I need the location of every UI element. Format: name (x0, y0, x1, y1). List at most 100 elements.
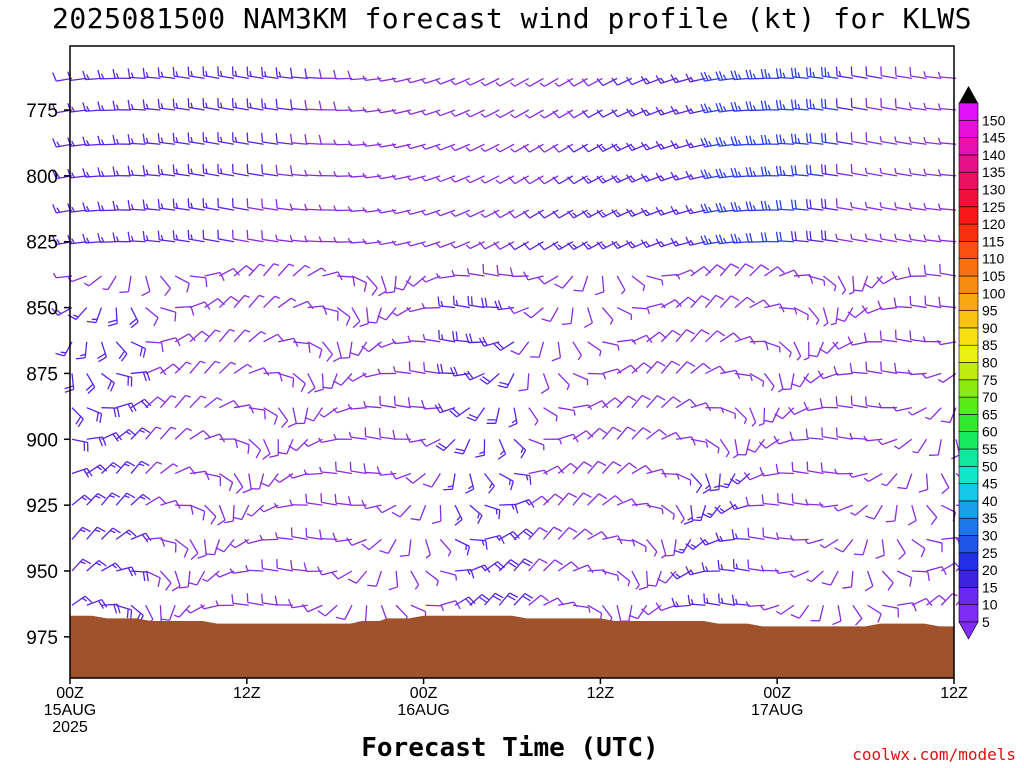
colorbar-label: 75 (982, 372, 998, 388)
colorbar-swatch (958, 517, 979, 536)
wind-barb (347, 570, 368, 584)
wind-barb (172, 198, 190, 211)
colorbar-label: 120 (982, 216, 1006, 232)
wind-barb (877, 300, 898, 311)
wind-barb (319, 529, 338, 541)
wind-barb (82, 70, 102, 81)
wind-barb (760, 604, 780, 611)
wind-barb (864, 570, 874, 592)
wind-barb (425, 570, 439, 587)
colorbar-bottom-arrow (958, 621, 979, 640)
wind-barb (537, 143, 559, 153)
wind-barb (853, 275, 869, 292)
colorbar-swatch (958, 344, 979, 363)
colorbar-swatch (958, 569, 979, 588)
wind-barb (749, 264, 770, 277)
wind-barb (749, 372, 765, 387)
wind-barb (277, 297, 297, 309)
wind-barb (596, 77, 618, 87)
colorbar-swatch (958, 171, 979, 190)
wind-barb (848, 275, 855, 295)
wind-barb (107, 307, 118, 327)
x-tick-label: 00Z (763, 685, 791, 702)
wind-barb (127, 165, 146, 177)
wind-barb (646, 538, 658, 557)
wind-barb (894, 136, 912, 145)
wind-barb (730, 202, 750, 212)
wind-barb (625, 208, 647, 217)
wind-barb (908, 136, 927, 145)
wind-barb (171, 570, 181, 592)
colorbar-swatch (958, 362, 979, 381)
wind-barb (584, 307, 593, 328)
wind-barb (552, 241, 574, 251)
wind-barb (263, 333, 285, 343)
wind-barb (554, 77, 574, 87)
wind-barb (790, 165, 809, 177)
wind-barb (581, 209, 603, 219)
wind-barb (112, 166, 131, 177)
wind-barb (351, 275, 368, 292)
wind-barb (277, 263, 295, 277)
wind-barb (587, 531, 609, 540)
wind-barb (204, 433, 226, 443)
wind-barb (112, 134, 131, 145)
wind-barb (701, 504, 721, 519)
wind-barb (385, 275, 397, 294)
wind-barb (805, 98, 824, 111)
wind-barb (379, 395, 397, 409)
wind-barb (690, 295, 710, 309)
wind-barb (233, 473, 244, 494)
wind-barb (513, 472, 532, 485)
wind-barb (554, 275, 574, 289)
wind-barb (720, 369, 741, 380)
wind-barb (452, 331, 470, 343)
wind-barb (217, 132, 235, 145)
wind-barb (690, 329, 710, 343)
wind-barb (558, 407, 576, 416)
wind-barb (399, 539, 412, 557)
wind-barb (376, 466, 397, 476)
wind-barb (82, 136, 102, 147)
wind-barb (263, 295, 281, 309)
wind-barb (292, 264, 311, 277)
wind-barb (366, 275, 378, 296)
wind-barb (760, 68, 780, 80)
wind-barb (543, 465, 565, 475)
wind-barb (421, 109, 441, 116)
wind-barb (700, 169, 721, 180)
wind-barb (437, 296, 456, 309)
wind-barb (820, 462, 839, 475)
wind-barb (82, 168, 102, 178)
wind-barb (646, 504, 664, 515)
wind-barb (909, 330, 927, 343)
wind-barb (764, 341, 781, 353)
wind-barb (336, 307, 351, 326)
wind-barb (790, 133, 809, 145)
wind-barb (773, 435, 795, 445)
wind-barb (625, 108, 647, 117)
wind-barb (552, 175, 574, 185)
wind-barb (619, 605, 633, 622)
wind-barb (86, 559, 107, 572)
colorbar-swatch (958, 189, 979, 208)
wind-barb (493, 341, 515, 352)
wind-barb (853, 539, 869, 556)
wind-barb (852, 604, 863, 626)
wind-barb (894, 98, 912, 111)
wind-barb (454, 504, 463, 526)
wind-barb (289, 165, 308, 177)
wind-barb (71, 438, 89, 452)
source-credit[interactable]: coolwx.com/models (852, 745, 1016, 764)
wind-barb (112, 200, 131, 211)
wind-barb (522, 241, 544, 251)
wind-barb (523, 271, 544, 281)
wind-barb (356, 605, 368, 624)
wind-barb (215, 600, 235, 607)
wind-barb (377, 307, 397, 321)
wind-barb (830, 307, 839, 326)
colorbar-label: 55 (982, 441, 998, 457)
wind-barb (202, 570, 220, 582)
colorbar-label: 95 (982, 303, 998, 319)
wind-barb (275, 532, 294, 541)
